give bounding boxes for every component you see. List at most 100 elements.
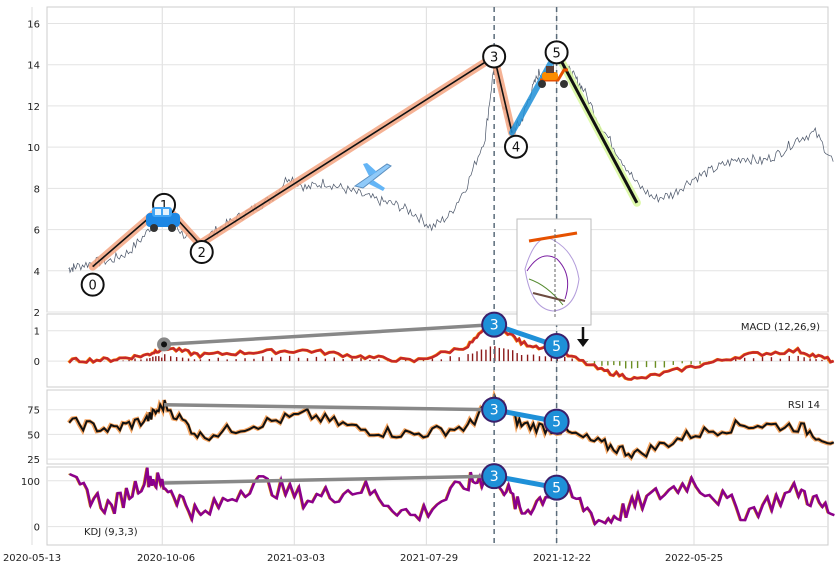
wave-point-label: 5 (552, 46, 560, 61)
macd-histogram-bar (182, 358, 183, 362)
macd-histogram-bar (545, 356, 546, 361)
macd-histogram-bar (360, 358, 361, 361)
macd-histogram-bar (441, 359, 442, 361)
macd-histogram-bar (334, 357, 335, 361)
y-tick-label: 0 (34, 357, 40, 368)
wave-point-label: 2 (198, 246, 206, 261)
divergence-marker-label: 5 (552, 481, 561, 497)
rsi-label: RSI 14 (788, 400, 820, 411)
macd-histogram-bar (476, 351, 477, 361)
price-panel (47, 7, 828, 312)
macd-histogram-bar (316, 357, 317, 361)
macd-histogram-bar (512, 350, 513, 361)
macd-histogram-bar (803, 357, 804, 361)
macd-histogram-bar (613, 361, 614, 365)
macd-histogram-bar (481, 349, 482, 361)
macd-histogram-bar (140, 359, 141, 361)
x-tick-label: 2020-05-13 (3, 553, 61, 564)
macd-histogram-bar (161, 358, 162, 362)
macd-histogram-bar (152, 357, 153, 361)
macd-histogram-bar (789, 356, 790, 361)
divergence-start-dot (161, 341, 167, 347)
y-tick-label: 0 (34, 523, 40, 534)
divergence-marker-label: 5 (552, 339, 561, 355)
macd-histogram-bar (188, 358, 189, 361)
macd-histogram-bar (771, 357, 772, 361)
macd-histogram-bar (244, 358, 245, 361)
macd-label: MACD (12,26,9) (741, 322, 820, 333)
x-tick-label: 2021-03-03 (267, 553, 325, 564)
macd-histogram-bar (432, 359, 433, 362)
macd-histogram-bar (539, 356, 540, 361)
macd-histogram-bar (521, 355, 522, 361)
macd-histogram-bar (134, 359, 135, 362)
macd-histogram-bar (378, 359, 379, 361)
macd-histogram-bar (262, 356, 263, 361)
macd-histogram-bar (490, 346, 491, 361)
y-tick-label: 12 (27, 102, 40, 113)
macd-histogram-bar (821, 360, 822, 361)
macd-histogram-bar (699, 361, 700, 364)
macd-histogram-bar (631, 361, 632, 368)
macd-histogram-bar (209, 359, 210, 361)
macd-histogram-bar (508, 349, 509, 361)
macd-histogram-bar (780, 359, 781, 361)
macd-histogram-bar (176, 357, 177, 361)
macd-histogram-bar (744, 358, 745, 361)
macd-histogram-bar (226, 359, 227, 361)
macd-histogram-bar (682, 361, 683, 363)
macd-histogram-bar (155, 356, 156, 361)
y-tick-label: 75 (27, 406, 40, 417)
macd-histogram-bar (289, 356, 290, 361)
macd-histogram-bar (586, 361, 587, 362)
macd-histogram-bar (158, 356, 159, 361)
macd-histogram-bar (351, 359, 352, 361)
y-tick-label: 4 (34, 267, 40, 278)
divergence-marker-label: 3 (490, 318, 499, 334)
x-tick-label: 2020-10-06 (137, 553, 195, 564)
macd-histogram-bar (655, 361, 656, 368)
y-tick-label: 6 (34, 226, 40, 237)
macd-histogram-bar (753, 358, 754, 361)
macd-histogram-bar (571, 359, 572, 362)
divergence-marker-label: 3 (490, 469, 499, 485)
macd-histogram-bar (164, 354, 165, 361)
y-tick-label: 50 (27, 430, 40, 441)
x-tick-label: 2022-05-25 (665, 553, 723, 564)
macd-histogram-bar (809, 358, 810, 361)
wave-point-label: 0 (89, 279, 97, 294)
macd-histogram-bar (690, 361, 691, 364)
macd-histogram-bar (485, 350, 486, 361)
x-tick-label: 2021-07-29 (400, 553, 458, 564)
macd-histogram-bar (503, 348, 504, 361)
macd-histogram-bar (762, 357, 763, 361)
macd-histogram-bar (637, 361, 638, 368)
y-tick-label: 16 (27, 19, 40, 30)
macd-histogram-bar (472, 354, 473, 362)
macd-histogram-bar (149, 358, 150, 361)
macd-histogram-bar (564, 357, 565, 361)
kdj-label: KDJ (9,3,3) (84, 527, 138, 538)
macd-histogram-bar (342, 359, 343, 361)
macd-histogram-bar (235, 359, 236, 361)
macd-histogram-bar (218, 358, 219, 361)
y-tick-label: 8 (34, 184, 40, 195)
macd-histogram-bar (601, 361, 602, 366)
macd-histogram-bar (499, 348, 500, 361)
y-tick-label: 1 (34, 327, 40, 338)
macd-histogram-bar (619, 361, 620, 366)
x-tick-label: 2021-12-22 (533, 553, 591, 564)
divergence-marker-label: 5 (552, 415, 561, 431)
y-tick-label: 25 (27, 455, 40, 466)
macd-histogram-bar (271, 358, 272, 362)
macd-histogram-bar (253, 359, 254, 361)
macd-histogram-bar (450, 356, 451, 361)
y-tick-label: 100 (21, 477, 40, 488)
macd-histogram-bar (527, 355, 528, 361)
macd-histogram-bar (815, 359, 816, 361)
macd-histogram-bar (458, 357, 459, 361)
macd-histogram-bar (325, 359, 326, 362)
macd-histogram-bar (625, 361, 626, 368)
